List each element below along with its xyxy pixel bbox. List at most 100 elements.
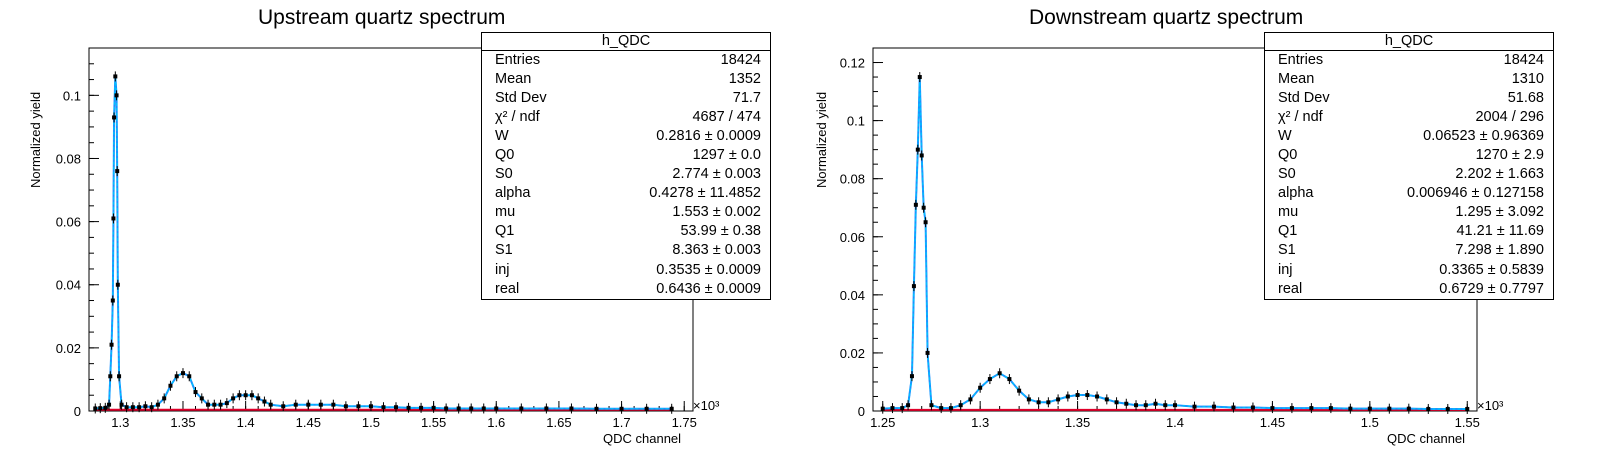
x-tick-label: 1.55 xyxy=(1455,415,1480,430)
data-point xyxy=(978,385,983,390)
stats-label: Mean xyxy=(1278,71,1315,88)
data-point xyxy=(109,342,114,347)
x-tick-label: 1.45 xyxy=(1260,415,1285,430)
data-point xyxy=(137,405,142,410)
x-tick-label: 1.35 xyxy=(1065,415,1090,430)
stats-row: W 0.2816 ± 0.0009 xyxy=(482,127,770,146)
stats-row: Mean 1352 xyxy=(482,70,770,89)
stats-row: real 0.6436 ± 0.0009 xyxy=(482,280,770,299)
data-point xyxy=(93,406,98,411)
plot-area-downstream: 1.25 1.3 1.35 1.4 1.45 1.5 1.55 0 0.02 0.04 0.06 0.… xyxy=(840,47,1480,430)
data-point xyxy=(406,405,411,410)
data-point xyxy=(958,403,963,408)
x-tick-label: 1.25 xyxy=(870,415,895,430)
data-point xyxy=(915,147,920,152)
data-point xyxy=(343,404,348,409)
data-point xyxy=(237,393,242,398)
data-point xyxy=(306,402,311,407)
data-point xyxy=(394,405,399,410)
data-point xyxy=(162,396,167,401)
stats-row: Q0 1270 ± 2.9 xyxy=(1265,146,1553,165)
data-point xyxy=(331,402,336,407)
data-point xyxy=(923,220,928,225)
stats-row: Mean 1310 xyxy=(1265,70,1553,89)
data-point xyxy=(1289,406,1294,411)
stats-row: Entries 18424 xyxy=(1265,51,1553,70)
stats-row: inj 0.3535 ± 0.0009 xyxy=(482,261,770,280)
data-point xyxy=(911,284,916,289)
stats-value: 18424 xyxy=(1503,52,1544,68)
stats-row: mu 1.553 ± 0.002 xyxy=(482,203,770,222)
stats-label: mu xyxy=(495,204,516,221)
data-point xyxy=(174,374,179,379)
stats-row: Q0 1297 ± 0.0 xyxy=(482,146,770,165)
data-point xyxy=(519,406,524,411)
data-point xyxy=(381,405,386,410)
y-tick-label: 0.02 xyxy=(840,346,865,361)
data-point xyxy=(948,406,953,411)
stats-value: 1310 xyxy=(1511,71,1544,88)
data-point xyxy=(149,405,154,410)
data-point xyxy=(356,404,361,409)
plot-area-upstream: 1.3 1.35 1.4 1.45 1.5 1.55 1.6 1.65 1.7 1.75 0 0.02… xyxy=(56,47,697,430)
data-point xyxy=(594,406,599,411)
stats-label: S1 xyxy=(495,242,513,259)
data-point xyxy=(431,405,436,410)
y-axis-label: Normalized yield xyxy=(814,91,829,188)
data-point xyxy=(262,399,267,404)
stats-value: 0.3535 ± 0.0009 xyxy=(656,261,761,278)
data-point xyxy=(913,202,918,207)
stats-value: 1297 ± 0.0 xyxy=(692,147,761,164)
stats-value: 8.363 ± 0.003 xyxy=(672,242,761,259)
data-point xyxy=(180,371,185,376)
data-point xyxy=(1134,403,1139,408)
data-point xyxy=(1095,394,1100,399)
stats-label: Entries xyxy=(1278,52,1324,68)
stats-label: inj xyxy=(1278,261,1293,278)
y-tick-label: 0.02 xyxy=(56,341,81,356)
y-tick-label: 0.12 xyxy=(840,56,865,71)
data-point xyxy=(1445,406,1450,411)
data-point xyxy=(224,401,229,406)
data-point xyxy=(1124,401,1129,406)
x-axis-multiplier: ×10³ xyxy=(1477,398,1503,413)
stats-value: 0.4278 ± 11.4852 xyxy=(649,185,761,202)
stats-value: 1.295 ± 3.092 xyxy=(1455,204,1544,221)
y-tick-label: 0.08 xyxy=(56,151,81,166)
stats-label: alpha xyxy=(1278,185,1314,202)
data-point xyxy=(1211,404,1216,409)
stats-label: Q1 xyxy=(495,223,515,240)
data-point xyxy=(1056,397,1061,402)
data-point xyxy=(619,406,624,411)
stats-label: Q0 xyxy=(495,147,515,164)
data-point xyxy=(1231,405,1236,410)
y-tick-label: 0 xyxy=(74,404,81,419)
data-point xyxy=(925,350,930,355)
data-point xyxy=(481,406,486,411)
data-point xyxy=(919,153,924,158)
stats-row: real 0.6729 ± 0.7797 xyxy=(1265,280,1553,299)
data-point xyxy=(644,406,649,411)
data-point xyxy=(1426,406,1431,411)
stats-row: S1 7.298 ± 1.890 xyxy=(1265,241,1553,260)
data-point xyxy=(293,402,298,407)
y-tick-label: 0.06 xyxy=(56,215,81,230)
data-point xyxy=(469,406,474,411)
stats-box-title: h_QDC xyxy=(482,33,770,51)
stats-value: 0.3365 ± 0.5839 xyxy=(1439,261,1544,278)
data-point xyxy=(1026,397,1031,402)
data-point xyxy=(1114,400,1119,405)
stats-label: alpha xyxy=(495,185,531,202)
x-tick-label: 1.3 xyxy=(971,415,989,430)
data-point xyxy=(218,402,223,407)
data-point xyxy=(1007,377,1012,382)
data-point xyxy=(206,402,211,407)
data-point xyxy=(1270,406,1275,411)
x-tick-label: 1.5 xyxy=(1361,415,1379,430)
data-point xyxy=(117,374,122,379)
data-point xyxy=(1075,393,1080,398)
data-point xyxy=(119,402,124,407)
data-point xyxy=(130,405,135,410)
stats-row: Std Dev 71.7 xyxy=(482,89,770,108)
data-point xyxy=(669,406,674,411)
